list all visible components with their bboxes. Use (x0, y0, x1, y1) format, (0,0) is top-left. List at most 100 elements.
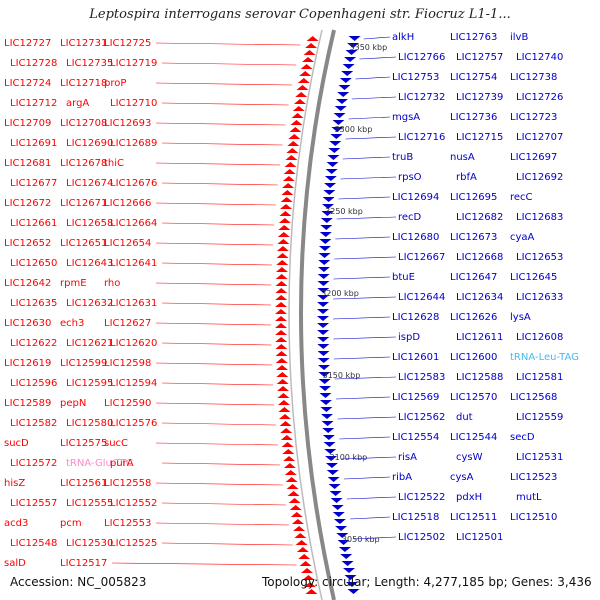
right-gene-label: nusA (450, 152, 475, 163)
left-gene-label: LIC12548 (10, 538, 57, 549)
right-leader-line (344, 476, 391, 480)
forward-gene-mark (275, 323, 288, 328)
left-gene-label: LIC12709 (4, 118, 51, 129)
forward-gene-mark (284, 470, 297, 475)
left-gene-label: LIC12690 (66, 138, 113, 149)
forward-gene-mark (275, 309, 288, 314)
reverse-gene-mark (321, 421, 334, 426)
forward-gene-mark (299, 561, 312, 566)
right-gene-label: LIC12518 (392, 512, 439, 523)
forward-gene-mark (275, 358, 288, 363)
left-gene-label: LIC12666 (104, 198, 151, 209)
left-leader-line (155, 122, 286, 126)
reverse-gene-mark (324, 449, 337, 454)
right-leader-line (335, 396, 391, 400)
reverse-gene-mark (344, 57, 357, 62)
left-gene-label: tRNA-Glu-TTC (66, 458, 133, 469)
right-gene-label: LIC12523 (510, 472, 557, 483)
right-gene-label: alkH (392, 32, 414, 43)
left-leader-line (161, 62, 297, 66)
right-gene-label: LIC12723 (510, 112, 557, 123)
reverse-gene-mark (317, 281, 330, 286)
right-leader-line (333, 356, 391, 360)
backbone-outer-arc (299, 29, 336, 600)
forward-gene-mark (277, 239, 290, 244)
right-gene-label: LIC12644 (398, 292, 445, 303)
left-gene-label: LIC12652 (4, 238, 51, 249)
left-gene-label: hisZ (4, 478, 25, 489)
forward-gene-mark (279, 211, 292, 216)
reverse-gene-mark (345, 50, 358, 55)
reverse-gene-mark (317, 330, 330, 335)
right-gene-label: pdxH (456, 492, 482, 503)
forward-gene-mark (287, 491, 300, 496)
left-gene-label: LIC12731 (60, 38, 107, 49)
right-leader-line (363, 36, 391, 40)
forward-gene-mark (305, 43, 318, 48)
left-leader-line (155, 82, 293, 86)
forward-gene-mark (293, 99, 306, 104)
reverse-gene-mark (319, 400, 332, 405)
reverse-gene-mark (317, 337, 330, 342)
reverse-gene-mark (318, 246, 331, 251)
genome-stats-text: Topology: circular; Length: 4,277,185 bp… (262, 575, 592, 589)
right-gene-label: LIC12667 (398, 252, 445, 263)
right-gene-label: LIC12510 (510, 512, 557, 523)
right-leader-line (340, 176, 397, 180)
left-gene-label: LIC12678 (60, 158, 107, 169)
right-label-group: alkH LIC12763 ilvB LIC12766 LIC12757 LIC12740… (332, 32, 579, 543)
forward-gene-mark (285, 155, 298, 160)
forward-gene-mark (283, 463, 296, 468)
reverse-gene-mark (318, 253, 331, 258)
reverse-gene-mark (319, 232, 332, 237)
left-gene-label: LIC12530 (66, 538, 113, 549)
left-leader-line (161, 422, 277, 426)
kbp-marker: 3100 kbp (330, 453, 368, 462)
forward-gene-mark (275, 337, 288, 342)
forward-gene-mark (286, 148, 299, 153)
reverse-gene-mark (324, 176, 337, 181)
left-gene-label: LIC12555 (66, 498, 113, 509)
feature-tracks (275, 36, 361, 594)
left-gene-label: LIC12672 (4, 198, 51, 209)
forward-gene-mark (280, 204, 293, 209)
right-gene-label: LIC12568 (510, 392, 557, 403)
reverse-gene-mark (333, 519, 346, 524)
right-gene-label: LIC12673 (450, 232, 497, 243)
right-leader-line (345, 136, 397, 140)
reverse-gene-mark (341, 561, 354, 566)
right-gene-label: LIC12611 (456, 332, 503, 343)
left-gene-label: acd3 (4, 518, 28, 529)
left-gene-label: LIC12671 (60, 198, 107, 209)
kbp-marker: 3050 kbp (342, 535, 380, 544)
right-gene-label: recD (398, 212, 422, 223)
forward-gene-mark (275, 316, 288, 321)
reverse-gene-mark (337, 540, 350, 545)
right-gene-label: LIC12633 (516, 292, 563, 303)
left-leader-line (155, 42, 301, 46)
right-gene-label: LIC12716 (398, 132, 445, 143)
genome-title: Leptospira interrogans serovar Copenhage… (89, 7, 511, 22)
forward-gene-mark (281, 190, 294, 195)
forward-gene-mark (296, 85, 309, 90)
left-gene-label: LIC12598 (104, 358, 151, 369)
left-leader-line (161, 462, 281, 466)
forward-gene-mark (305, 589, 318, 594)
right-leader-line (335, 236, 391, 240)
right-gene-label: LIC12628 (392, 312, 439, 323)
right-gene-label: LIC12569 (392, 392, 439, 403)
left-gene-label: LIC12651 (60, 238, 107, 249)
forward-gene-mark (296, 547, 309, 552)
right-gene-label: LIC12544 (450, 432, 497, 443)
left-gene-label: argA (66, 98, 89, 109)
reverse-gene-mark (319, 239, 332, 244)
right-gene-label: LIC12634 (456, 292, 503, 303)
right-gene-label: LIC12588 (456, 372, 503, 383)
left-gene-label: LIC12632 (66, 298, 113, 309)
right-leader-line (333, 276, 391, 280)
left-gene-label: LIC12691 (10, 138, 57, 149)
left-gene-label: LIC12724 (4, 78, 51, 89)
forward-gene-mark (277, 232, 290, 237)
left-leader-line (161, 302, 272, 306)
left-gene-label: LIC12582 (10, 418, 57, 429)
